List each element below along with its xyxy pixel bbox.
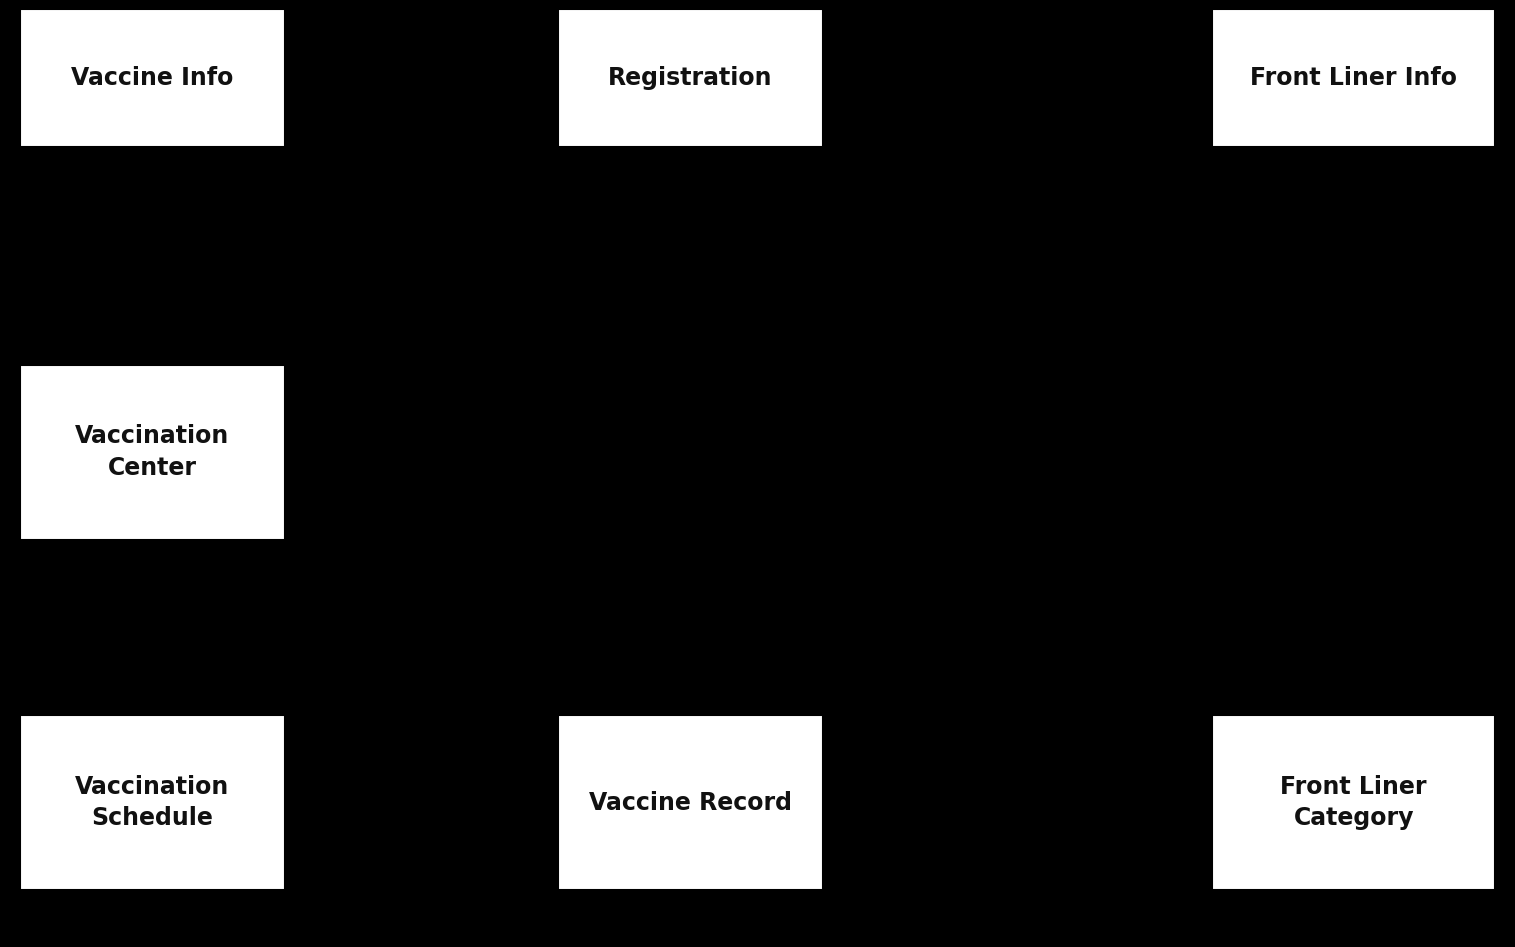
FancyBboxPatch shape xyxy=(558,9,823,147)
Text: Vaccination
Center: Vaccination Center xyxy=(76,424,229,480)
Text: Vaccine Record: Vaccine Record xyxy=(589,791,791,814)
FancyBboxPatch shape xyxy=(20,365,285,540)
FancyBboxPatch shape xyxy=(20,9,285,147)
Text: Registration: Registration xyxy=(608,66,773,90)
FancyBboxPatch shape xyxy=(1212,715,1495,890)
FancyBboxPatch shape xyxy=(558,715,823,890)
Text: Front Liner Info: Front Liner Info xyxy=(1250,66,1457,90)
Text: Front Liner
Category: Front Liner Category xyxy=(1280,775,1427,831)
FancyBboxPatch shape xyxy=(1212,9,1495,147)
FancyBboxPatch shape xyxy=(20,715,285,890)
Text: Vaccine Info: Vaccine Info xyxy=(71,66,233,90)
Text: Vaccination
Schedule: Vaccination Schedule xyxy=(76,775,229,831)
